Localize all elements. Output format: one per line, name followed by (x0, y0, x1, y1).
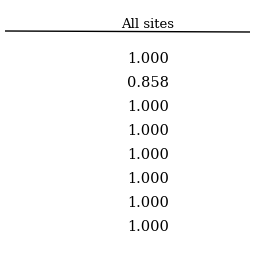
Text: All sites: All sites (121, 18, 174, 31)
Text: 1.000: 1.000 (126, 147, 168, 161)
Text: 1.000: 1.000 (126, 195, 168, 209)
Text: 0.858: 0.858 (126, 76, 168, 90)
Text: 1.000: 1.000 (126, 100, 168, 114)
Text: 1.000: 1.000 (126, 219, 168, 233)
Text: 1.000: 1.000 (126, 171, 168, 185)
Text: 1.000: 1.000 (126, 123, 168, 137)
Text: 1.000: 1.000 (126, 52, 168, 66)
